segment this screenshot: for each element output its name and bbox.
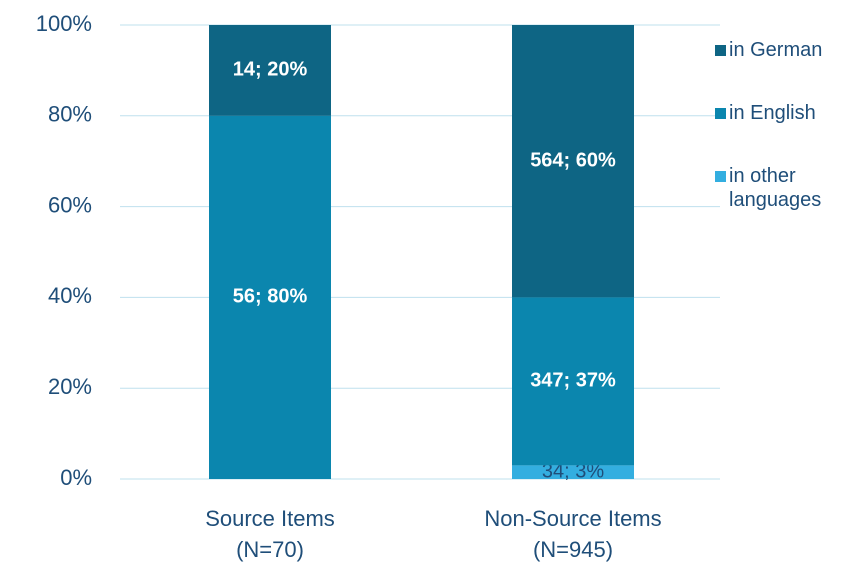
legend-label: in English: [729, 102, 816, 124]
y-tick-label: 60%: [48, 192, 92, 217]
bar-segment: [512, 465, 634, 479]
bar-segment: [512, 297, 634, 466]
data-label: 564; 60%: [530, 149, 616, 171]
legend-swatch: [715, 108, 726, 119]
y-tick-label: 0%: [60, 465, 92, 490]
legend-label: in German: [729, 39, 823, 61]
x-tick-label: Non-Source Items (N=945): [484, 506, 661, 562]
y-tick-label: 100%: [36, 11, 92, 36]
x-tick-line: (N=70): [236, 537, 304, 562]
legend-swatch: [715, 171, 726, 182]
bar-segment: [209, 115, 331, 480]
legend-item: in other languages: [715, 164, 865, 212]
legend-item: in English: [715, 101, 865, 125]
data-label: 34; 3%: [542, 460, 604, 482]
legend-label: in other languages: [729, 165, 822, 211]
data-label: 56; 80%: [233, 286, 308, 308]
y-tick-label: 20%: [48, 374, 92, 399]
legend: in German in English in other languages: [715, 38, 865, 251]
bar-segment: [209, 25, 331, 116]
legend-item: in German: [715, 38, 865, 62]
x-tick-label: Source Items (N=70): [205, 506, 335, 562]
y-tick-label: 80%: [48, 102, 92, 127]
x-tick-line: (N=945): [533, 537, 613, 562]
x-tick-line: Non-Source Items: [484, 506, 661, 531]
data-label: 347; 37%: [530, 370, 616, 392]
data-label: 14; 20%: [233, 59, 308, 81]
bar-segment: [512, 25, 634, 298]
y-tick-label: 40%: [48, 283, 92, 308]
x-tick-line: Source Items: [205, 506, 335, 531]
legend-swatch: [715, 45, 726, 56]
